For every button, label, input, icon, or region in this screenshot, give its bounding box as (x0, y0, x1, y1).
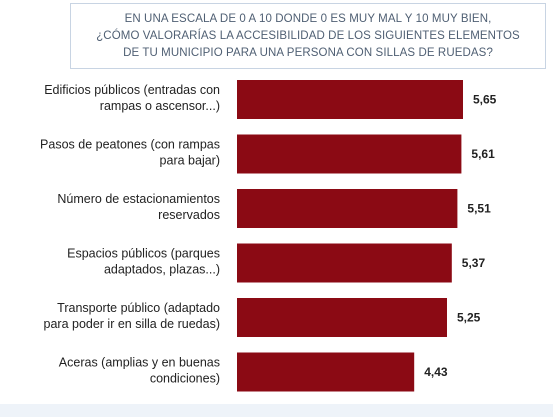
chart-card: EN UNA ESCALA DE 0 A 10 DONDE 0 ES MUY M… (0, 0, 553, 404)
category-label-1-line-1: para bajar) (160, 154, 220, 168)
category-label-3: Espacios públicos (parques adaptados, pla… (67, 247, 220, 277)
category-label-4-line-0: Transporte público (adaptado (57, 301, 220, 315)
value-label-4: 5,25 (457, 311, 481, 325)
bar-1 (237, 134, 462, 174)
bar-0 (237, 80, 463, 119)
category-label-3-line-1: adaptados, plazas...) (104, 263, 220, 277)
value-label-3: 5,37 (462, 256, 486, 270)
bar-5 (237, 352, 415, 392)
category-label-4-line-1: para poder ir en silla de ruedas) (44, 317, 221, 331)
chart-title-line-2: ¿CÓMO VALORARÍAS LA ACCESIBILIDAD DE LOS… (96, 30, 520, 42)
category-label-0-line-1: rampas o ascensor...) (100, 99, 220, 113)
value-label-2: 5,51 (467, 202, 491, 216)
chart-title-line-3: DE TU MUNICIPIO PARA UNA PERSONA CON SIL… (123, 47, 493, 59)
bar-2 (237, 189, 458, 228)
bar-3 (237, 243, 452, 283)
chart-title-line-1: EN UNA ESCALA DE 0 A 10 DONDE 0 ES MUY M… (124, 13, 492, 25)
value-label-1: 5,61 (471, 147, 495, 161)
value-label-5: 4,43 (424, 365, 448, 379)
category-label-2-line-0: Número de estacionamientos (57, 192, 220, 206)
value-label-0: 5,65 (473, 93, 497, 107)
category-label-2: Número de estacionamientos reservados (57, 192, 220, 222)
category-label-1-line-0: Pasos de peatones (con rampas (40, 138, 220, 152)
bar-chart: 5,65 Edificios públicos (entradas con ramp… (40, 80, 497, 392)
category-label-1: Pasos de peatones (con rampas para bajar) (40, 138, 220, 168)
category-label-5-line-0: Aceras (amplias y en buenas (59, 356, 220, 370)
chart-title-box: EN UNA ESCALA DE 0 A 10 DONDE 0 ES MUY M… (70, 3, 546, 69)
category-label-5: Aceras (amplias y en buenas condiciones) (59, 356, 220, 386)
bar-4 (237, 298, 447, 337)
category-label-5-line-1: condiciones) (150, 372, 220, 386)
category-label-3-line-0: Espacios públicos (parques (67, 247, 220, 261)
category-label-0-line-0: Edificios públicos (entradas con (44, 83, 220, 97)
category-label-0: Edificios públicos (entradas con rampas o… (44, 83, 220, 113)
category-label-2-line-1: reservados (158, 208, 220, 222)
category-label-4: Transporte público (adaptado para poder i… (44, 301, 221, 331)
